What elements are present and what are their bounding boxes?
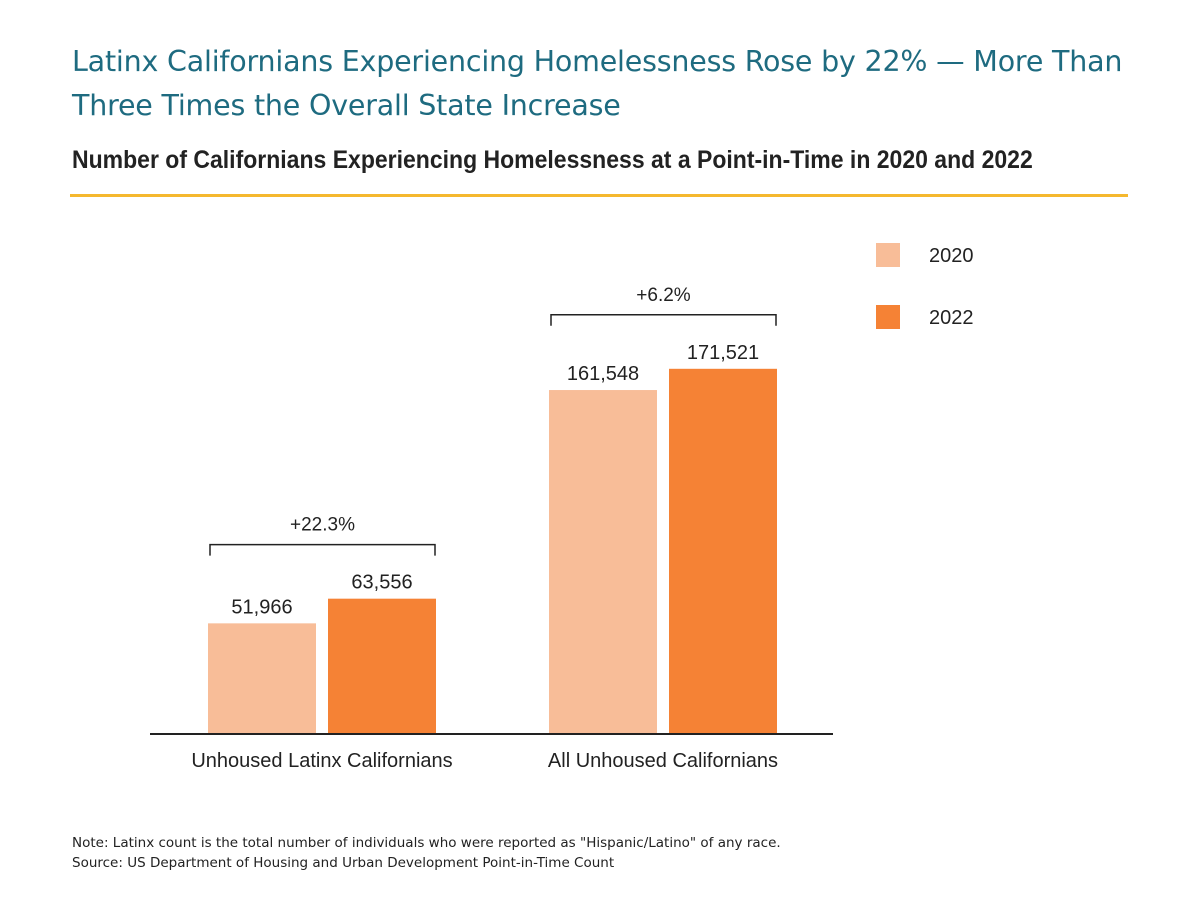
data-label-2022-group-1: 63,556 — [351, 572, 412, 594]
title-divider — [70, 194, 1128, 197]
bar-2020-group-1 — [208, 623, 316, 734]
change-annotation-group-1: +22.3% — [290, 515, 355, 536]
footnote-note: Note: Latinx count is the total number o… — [72, 835, 781, 851]
category-label-2: All Unhoused Californians — [548, 750, 778, 772]
category-label-1: Unhoused Latinx Californians — [191, 750, 452, 772]
data-label-2022-group-2: 171,521 — [687, 342, 759, 364]
legend-swatch-2020 — [876, 243, 900, 267]
change-annotation-group-2: +6.2% — [636, 285, 691, 306]
chart-subtitle: Number of Californians Experiencing Home… — [72, 146, 1033, 174]
change-bracket-group-2 — [550, 314, 777, 326]
chart-title: Latinx Californians Experiencing Homeles… — [72, 45, 1123, 122]
bar-2020-group-2 — [549, 390, 657, 734]
legend-label-2020: 2020 — [929, 245, 974, 267]
bar-2022-group-1 — [328, 598, 436, 734]
data-label-2020-group-2: 161,548 — [567, 363, 639, 385]
data-label-2020-group-1: 51,966 — [231, 596, 292, 618]
footnote-source: Source: US Department of Housing and Urb… — [72, 855, 615, 871]
legend-label-2022: 2022 — [929, 307, 974, 329]
legend-swatch-2022 — [876, 305, 900, 329]
change-bracket-group-1 — [209, 543, 436, 556]
bar-2022-group-2 — [669, 368, 777, 734]
